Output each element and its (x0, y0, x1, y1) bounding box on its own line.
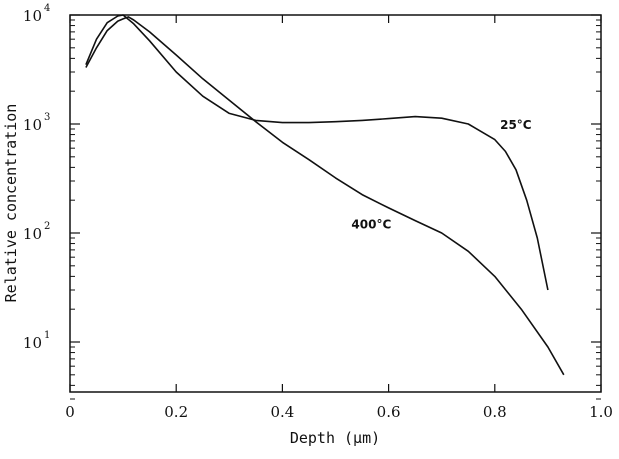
series-line (85, 16, 565, 376)
y-tick-label: 10 (23, 225, 42, 243)
x-tick-label: 1.0 (589, 403, 613, 421)
y-tick-exponent: 4 (44, 3, 50, 14)
plot-frame (69, 14, 602, 393)
y-tick-exponent: 1 (44, 330, 50, 341)
series-line (85, 14, 549, 291)
x-tick-label: 0.4 (270, 403, 294, 421)
y-axis-title: Relative concentration (2, 104, 20, 303)
x-tick-label: 0.6 (377, 403, 401, 421)
x-tick-label: 0.2 (164, 403, 188, 421)
series-layer (85, 14, 565, 376)
series-label: 400°C (351, 217, 391, 231)
series-label: 25°C (500, 118, 532, 132)
series-label-layer: 25°C 400°C (351, 118, 531, 232)
x-tick-label: 0.8 (483, 403, 507, 421)
y-tick-label: 10 (23, 7, 42, 25)
x-axis-title: Depth (µm) (290, 429, 380, 447)
x-tick-label: 0 (65, 403, 75, 421)
y-tick-label: 10 (23, 334, 42, 352)
y-tick-exponent: 3 (44, 112, 50, 123)
y-tick-label: 10 (23, 116, 42, 134)
x-axis-ticks: 0 0.2 0.4 0.6 0.8 1.0 (65, 15, 613, 421)
y-tick-exponent: 2 (44, 221, 50, 232)
